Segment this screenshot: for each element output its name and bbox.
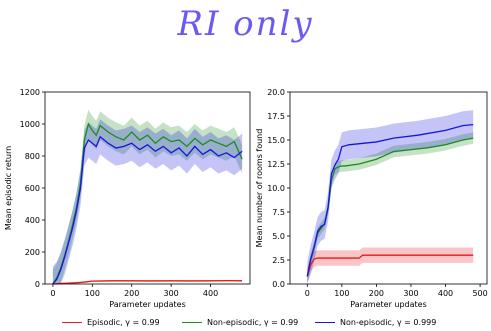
x-tick-label: 500	[472, 289, 487, 298]
x-tick-label: 400	[438, 289, 453, 298]
x-axis-label: Parameter updates	[350, 300, 427, 309]
series-line-1	[306, 137, 474, 277]
x-tick-label: 0	[305, 289, 310, 298]
legend-label: Non-episodic, γ = 0.99	[207, 318, 299, 327]
x-tick-label: 100	[334, 289, 349, 298]
x-tick-label: 200	[124, 289, 139, 298]
y-tick-label: 0.0	[272, 280, 285, 289]
x-tick-label: 400	[203, 289, 218, 298]
x-tick-label: 100	[85, 289, 100, 298]
page-heading: RI only	[177, 4, 314, 44]
x-axis-label: Parameter updates	[109, 300, 186, 309]
legend: Episodic, γ = 0.99 Non-episodic, γ = 0.9…	[60, 315, 480, 331]
x-tick-label: 0	[50, 289, 55, 298]
legend-swatch	[62, 322, 82, 323]
legend-swatch	[315, 322, 335, 323]
y-tick-label: 7.5	[272, 208, 285, 217]
legend-swatch	[182, 322, 202, 323]
y-tick-label: 0	[35, 280, 40, 289]
y-axis-label: Mean number of rooms found	[255, 129, 264, 248]
series-band-1	[307, 132, 474, 283]
x-tick-label: 300	[403, 289, 418, 298]
y-tick-label: 20.0	[267, 88, 285, 97]
x-tick-label: 200	[369, 289, 384, 298]
plot-area	[306, 110, 474, 285]
x-tick-label: 300	[164, 289, 179, 298]
legend-item-episodic-099: Episodic, γ = 0.99	[62, 318, 160, 327]
legend-label: Non-episodic, γ = 0.999	[340, 318, 437, 327]
y-tick-label: 400	[25, 216, 40, 225]
plot-area	[52, 109, 243, 285]
y-tick-label: 200	[25, 248, 40, 257]
series-line-2	[306, 123, 474, 277]
series-line-0	[306, 254, 474, 277]
legend-item-nonepisodic-0999: Non-episodic, γ = 0.999	[315, 318, 436, 327]
series-band-0	[307, 247, 474, 284]
y-tick-label: 600	[25, 184, 40, 193]
y-tick-label: 5.0	[272, 232, 285, 241]
series-band-2	[52, 119, 243, 284]
series-line-2	[52, 135, 243, 285]
series-band-2	[307, 110, 474, 285]
y-tick-label: 15.0	[267, 136, 285, 145]
series-line-0	[52, 279, 243, 285]
y-tick-label: 1000	[20, 120, 40, 129]
legend-item-nonepisodic-099: Non-episodic, γ = 0.99	[182, 318, 298, 327]
y-tick-label: 1200	[20, 88, 40, 97]
y-tick-label: 17.5	[267, 112, 285, 121]
y-tick-label: 12.5	[267, 160, 285, 169]
series-line-1	[52, 122, 243, 285]
y-axis-label: Mean episodic return	[4, 146, 13, 230]
legend-label: Episodic, γ = 0.99	[87, 318, 160, 327]
y-tick-label: 800	[25, 152, 40, 161]
y-tick-label: 10.0	[267, 184, 285, 193]
y-tick-label: 2.5	[272, 256, 285, 265]
